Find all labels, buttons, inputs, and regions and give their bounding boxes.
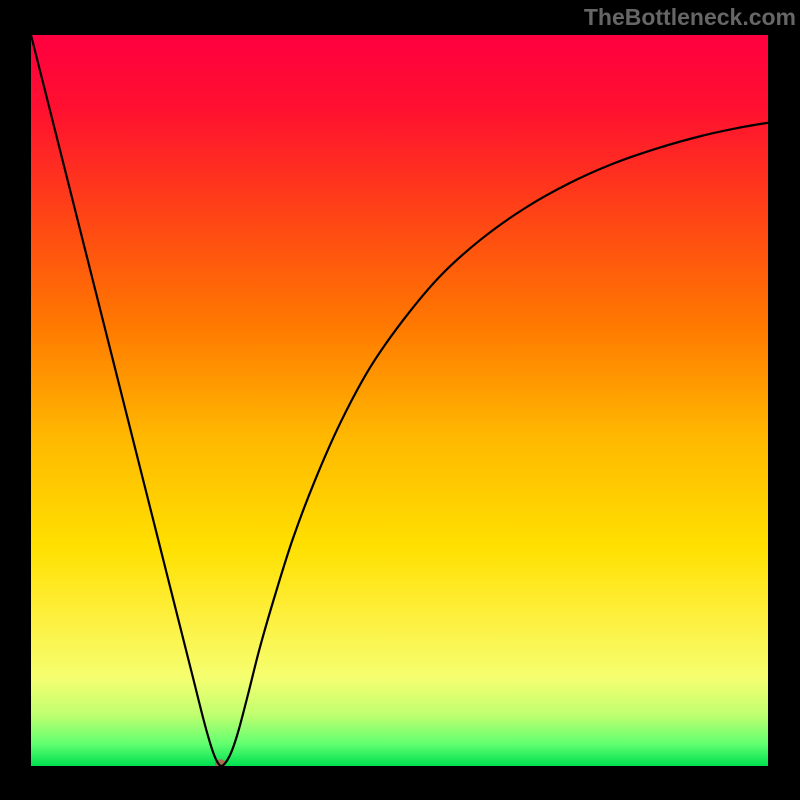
- watermark-text: TheBottleneck.com: [584, 4, 796, 31]
- bottleneck-chart: [31, 35, 768, 766]
- gradient-background: [31, 35, 768, 766]
- chart-frame: TheBottleneck.com: [0, 0, 800, 800]
